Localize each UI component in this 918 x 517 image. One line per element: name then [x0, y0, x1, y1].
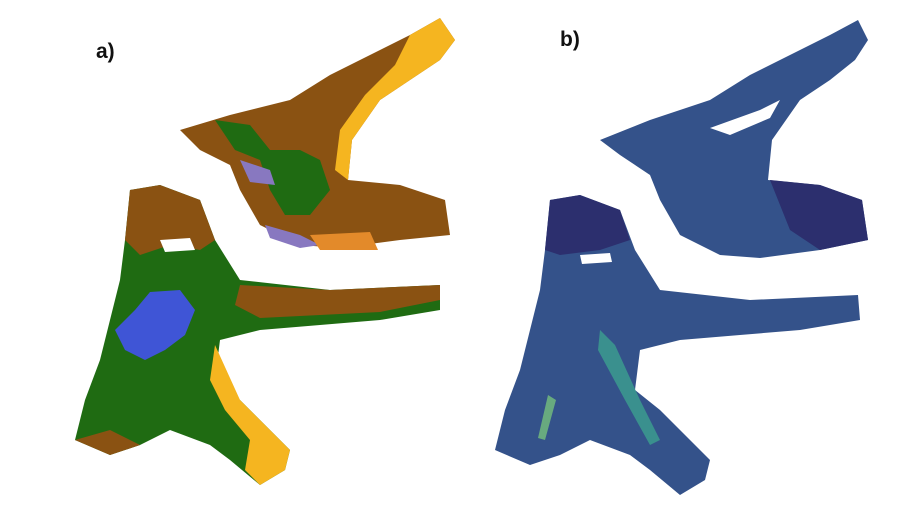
- panel-label: b): [560, 28, 580, 51]
- region-upper-purple: [240, 160, 275, 185]
- region-upper-white: [710, 100, 780, 135]
- map-b: [495, 20, 868, 495]
- region-lower-highlight: [598, 330, 660, 445]
- panel-label: a): [96, 40, 115, 63]
- region-upper-green: [215, 120, 330, 215]
- region-lower-blue: [115, 290, 195, 360]
- region-lower-highlight2: [538, 395, 556, 440]
- region-lower-yellow: [210, 345, 290, 485]
- region-white-gap: [580, 253, 612, 264]
- region-upper-purple2: [265, 225, 320, 248]
- region-lower: [75, 185, 440, 485]
- region-upper-dark: [770, 180, 868, 250]
- region-upper-yellow: [335, 18, 455, 180]
- region-white-gap: [160, 238, 195, 252]
- region-lower-dark: [545, 195, 630, 255]
- map-a: [75, 18, 455, 485]
- region-lower-brown3: [75, 430, 140, 455]
- region-upper-orange: [310, 232, 378, 250]
- region-lower-brown: [125, 185, 215, 255]
- region-lower-brown2: [235, 285, 440, 318]
- region-lower: [495, 195, 860, 495]
